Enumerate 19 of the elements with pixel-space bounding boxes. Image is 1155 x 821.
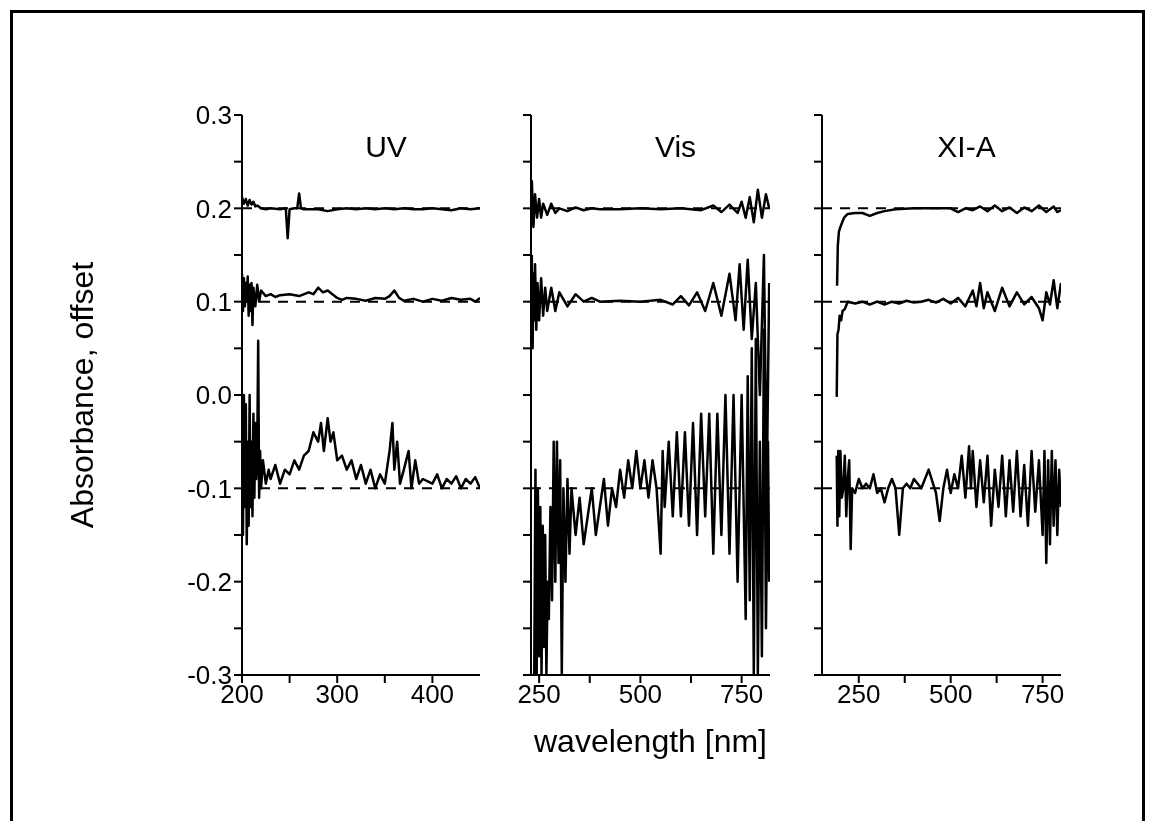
y-axis-title: Absorbance, offset <box>64 261 101 529</box>
text: Vis <box>653 130 698 164</box>
x-tick-label: 400 <box>410 679 455 710</box>
y-tick-label: -0.1 <box>187 473 232 504</box>
x-tick-label: 500 <box>929 679 973 710</box>
text: XI-A <box>936 130 997 164</box>
y-tick-label: 0.1 <box>195 286 232 317</box>
x-tick-label: 250 <box>517 679 561 710</box>
text: UV <box>364 130 408 164</box>
x-tick-label: 250 <box>837 679 881 710</box>
x-tick-label: 500 <box>618 679 663 710</box>
y-tick-label: 0.2 <box>195 193 232 224</box>
x-axis-title: wavelength [nm] <box>532 723 768 759</box>
x-tick-label: 750 <box>1020 679 1065 710</box>
x-tick-label: 300 <box>315 679 359 710</box>
x-tick-label: 750 <box>719 679 764 710</box>
y-tick-label: 0.3 <box>195 100 232 131</box>
y-tick-label: 0.0 <box>195 380 232 411</box>
y-tick-label: -0.2 <box>187 566 232 597</box>
